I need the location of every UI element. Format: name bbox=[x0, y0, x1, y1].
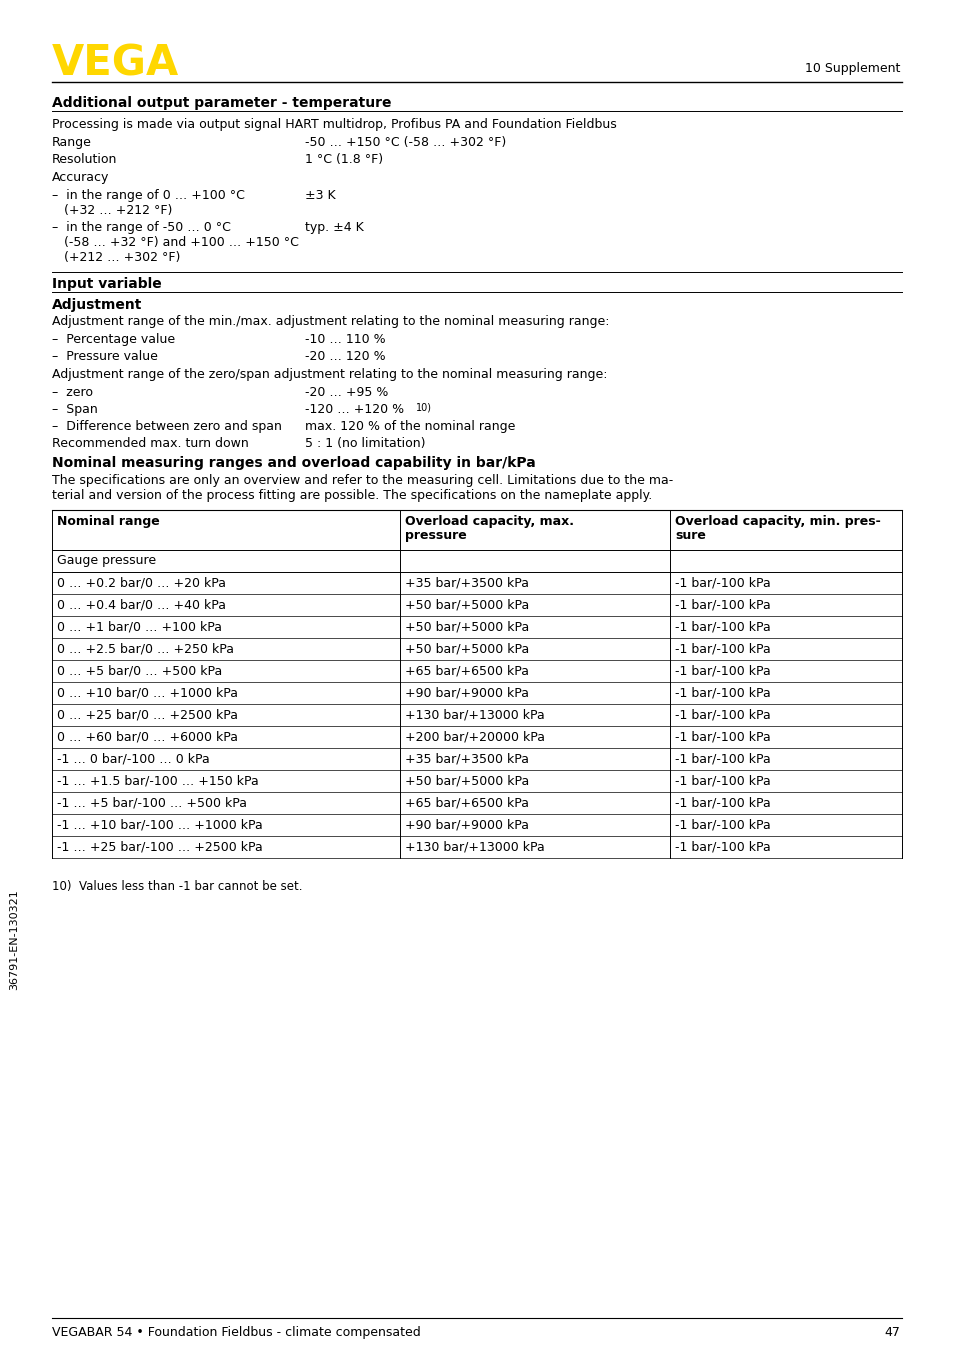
Text: Overload capacity, max.: Overload capacity, max. bbox=[405, 515, 574, 528]
Text: Overload capacity, min. pres-: Overload capacity, min. pres- bbox=[675, 515, 880, 528]
Text: 47: 47 bbox=[883, 1326, 899, 1339]
Text: Nominal range: Nominal range bbox=[57, 515, 159, 528]
Text: –  Pressure value: – Pressure value bbox=[52, 349, 157, 363]
Text: +90 bar/+9000 kPa: +90 bar/+9000 kPa bbox=[405, 818, 529, 831]
Text: Adjustment range of the min./max. adjustment relating to the nominal measuring r: Adjustment range of the min./max. adjust… bbox=[52, 315, 609, 328]
Text: 10 Supplement: 10 Supplement bbox=[803, 62, 899, 74]
Text: Adjustment: Adjustment bbox=[52, 298, 142, 311]
Text: Accuracy: Accuracy bbox=[52, 171, 110, 184]
Text: sure: sure bbox=[675, 529, 705, 542]
Text: +50 bar/+5000 kPa: +50 bar/+5000 kPa bbox=[405, 598, 529, 611]
Text: Additional output parameter - temperature: Additional output parameter - temperatur… bbox=[52, 96, 391, 110]
Text: –  in the range of -50 … 0 °C: – in the range of -50 … 0 °C bbox=[52, 221, 231, 234]
Text: –  Percentage value: – Percentage value bbox=[52, 333, 175, 347]
Text: –  Difference between zero and span: – Difference between zero and span bbox=[52, 420, 281, 433]
Text: 0 … +5 bar/0 … +500 kPa: 0 … +5 bar/0 … +500 kPa bbox=[57, 663, 222, 677]
Text: –  Span: – Span bbox=[52, 403, 97, 416]
Text: -1 … +1.5 bar/-100 … +150 kPa: -1 … +1.5 bar/-100 … +150 kPa bbox=[57, 774, 258, 787]
Text: -10 … 110 %: -10 … 110 % bbox=[305, 333, 385, 347]
Text: (-58 … +32 °F) and +100 … +150 °C: (-58 … +32 °F) and +100 … +150 °C bbox=[64, 236, 298, 249]
Text: +50 bar/+5000 kPa: +50 bar/+5000 kPa bbox=[405, 642, 529, 655]
Text: The specifications are only an overview and refer to the measuring cell. Limitat: The specifications are only an overview … bbox=[52, 474, 673, 487]
Text: -20 … +95 %: -20 … +95 % bbox=[305, 386, 388, 399]
Text: +130 bar/+13000 kPa: +130 bar/+13000 kPa bbox=[405, 708, 544, 720]
Text: Input variable: Input variable bbox=[52, 278, 162, 291]
Text: 0 … +2.5 bar/0 … +250 kPa: 0 … +2.5 bar/0 … +250 kPa bbox=[57, 642, 233, 655]
Text: -1 bar/-100 kPa: -1 bar/-100 kPa bbox=[675, 620, 770, 634]
Text: +65 bar/+6500 kPa: +65 bar/+6500 kPa bbox=[405, 663, 529, 677]
Text: VEGABAR 54 • Foundation Fieldbus - climate compensated: VEGABAR 54 • Foundation Fieldbus - clima… bbox=[52, 1326, 420, 1339]
Text: –  zero: – zero bbox=[52, 386, 92, 399]
Text: -50 … +150 °C (-58 … +302 °F): -50 … +150 °C (-58 … +302 °F) bbox=[305, 135, 506, 149]
Text: 0 … +60 bar/0 … +6000 kPa: 0 … +60 bar/0 … +6000 kPa bbox=[57, 730, 237, 743]
Text: +90 bar/+9000 kPa: +90 bar/+9000 kPa bbox=[405, 686, 529, 699]
Text: -1 bar/-100 kPa: -1 bar/-100 kPa bbox=[675, 575, 770, 589]
Text: 0 … +1 bar/0 … +100 kPa: 0 … +1 bar/0 … +100 kPa bbox=[57, 620, 222, 634]
Text: -1 bar/-100 kPa: -1 bar/-100 kPa bbox=[675, 642, 770, 655]
Text: –  in the range of 0 … +100 °C: – in the range of 0 … +100 °C bbox=[52, 190, 245, 202]
Text: -1 bar/-100 kPa: -1 bar/-100 kPa bbox=[675, 774, 770, 787]
Text: +50 bar/+5000 kPa: +50 bar/+5000 kPa bbox=[405, 774, 529, 787]
Text: -1 … +10 bar/-100 … +1000 kPa: -1 … +10 bar/-100 … +1000 kPa bbox=[57, 818, 262, 831]
Text: -1 bar/-100 kPa: -1 bar/-100 kPa bbox=[675, 839, 770, 853]
Text: -1 bar/-100 kPa: -1 bar/-100 kPa bbox=[675, 598, 770, 611]
Text: -1 bar/-100 kPa: -1 bar/-100 kPa bbox=[675, 708, 770, 720]
Text: (+212 … +302 °F): (+212 … +302 °F) bbox=[64, 250, 180, 264]
Text: (+32 … +212 °F): (+32 … +212 °F) bbox=[64, 204, 172, 217]
Text: -120 … +120 %: -120 … +120 % bbox=[305, 403, 404, 416]
Text: 0 … +25 bar/0 … +2500 kPa: 0 … +25 bar/0 … +2500 kPa bbox=[57, 708, 237, 720]
Text: -1 bar/-100 kPa: -1 bar/-100 kPa bbox=[675, 686, 770, 699]
Text: Recommended max. turn down: Recommended max. turn down bbox=[52, 437, 249, 450]
Text: 1 °C (1.8 °F): 1 °C (1.8 °F) bbox=[305, 153, 383, 167]
Text: -1 bar/-100 kPa: -1 bar/-100 kPa bbox=[675, 751, 770, 765]
Text: +200 bar/+20000 kPa: +200 bar/+20000 kPa bbox=[405, 730, 544, 743]
Text: Adjustment range of the zero/span adjustment relating to the nominal measuring r: Adjustment range of the zero/span adjust… bbox=[52, 368, 607, 380]
Text: ±3 K: ±3 K bbox=[305, 190, 335, 202]
Text: +130 bar/+13000 kPa: +130 bar/+13000 kPa bbox=[405, 839, 544, 853]
Text: Nominal measuring ranges and overload capability in bar/kPa: Nominal measuring ranges and overload ca… bbox=[52, 456, 536, 470]
Text: Gauge pressure: Gauge pressure bbox=[57, 554, 156, 567]
Text: +65 bar/+6500 kPa: +65 bar/+6500 kPa bbox=[405, 796, 529, 808]
Text: +50 bar/+5000 kPa: +50 bar/+5000 kPa bbox=[405, 620, 529, 634]
Text: 5 : 1 (no limitation): 5 : 1 (no limitation) bbox=[305, 437, 425, 450]
Text: pressure: pressure bbox=[405, 529, 466, 542]
Text: -20 … 120 %: -20 … 120 % bbox=[305, 349, 385, 363]
Text: -1 … +25 bar/-100 … +2500 kPa: -1 … +25 bar/-100 … +2500 kPa bbox=[57, 839, 262, 853]
Text: Range: Range bbox=[52, 135, 91, 149]
Text: -1 bar/-100 kPa: -1 bar/-100 kPa bbox=[675, 818, 770, 831]
Text: -1 … 0 bar/-100 … 0 kPa: -1 … 0 bar/-100 … 0 kPa bbox=[57, 751, 210, 765]
Text: Resolution: Resolution bbox=[52, 153, 117, 167]
Text: +35 bar/+3500 kPa: +35 bar/+3500 kPa bbox=[405, 575, 529, 589]
Text: 0 … +0.2 bar/0 … +20 kPa: 0 … +0.2 bar/0 … +20 kPa bbox=[57, 575, 226, 589]
Text: typ. ±4 K: typ. ±4 K bbox=[305, 221, 363, 234]
Text: VEGA: VEGA bbox=[52, 42, 179, 84]
Text: 0 … +0.4 bar/0 … +40 kPa: 0 … +0.4 bar/0 … +40 kPa bbox=[57, 598, 226, 611]
Text: max. 120 % of the nominal range: max. 120 % of the nominal range bbox=[305, 420, 515, 433]
Text: terial and version of the process fitting are possible. The specifications on th: terial and version of the process fittin… bbox=[52, 489, 652, 502]
Text: 36791-EN-130321: 36791-EN-130321 bbox=[9, 890, 19, 990]
Text: +35 bar/+3500 kPa: +35 bar/+3500 kPa bbox=[405, 751, 529, 765]
Text: -1 bar/-100 kPa: -1 bar/-100 kPa bbox=[675, 796, 770, 808]
Text: 10): 10) bbox=[416, 403, 432, 413]
Text: -1 … +5 bar/-100 … +500 kPa: -1 … +5 bar/-100 … +500 kPa bbox=[57, 796, 247, 808]
Text: Processing is made via output signal HART multidrop, Profibus PA and Foundation : Processing is made via output signal HAR… bbox=[52, 118, 616, 131]
Text: 0 … +10 bar/0 … +1000 kPa: 0 … +10 bar/0 … +1000 kPa bbox=[57, 686, 237, 699]
Text: -1 bar/-100 kPa: -1 bar/-100 kPa bbox=[675, 730, 770, 743]
Text: 10)  Values less than -1 bar cannot be set.: 10) Values less than -1 bar cannot be se… bbox=[52, 880, 302, 894]
Text: -1 bar/-100 kPa: -1 bar/-100 kPa bbox=[675, 663, 770, 677]
